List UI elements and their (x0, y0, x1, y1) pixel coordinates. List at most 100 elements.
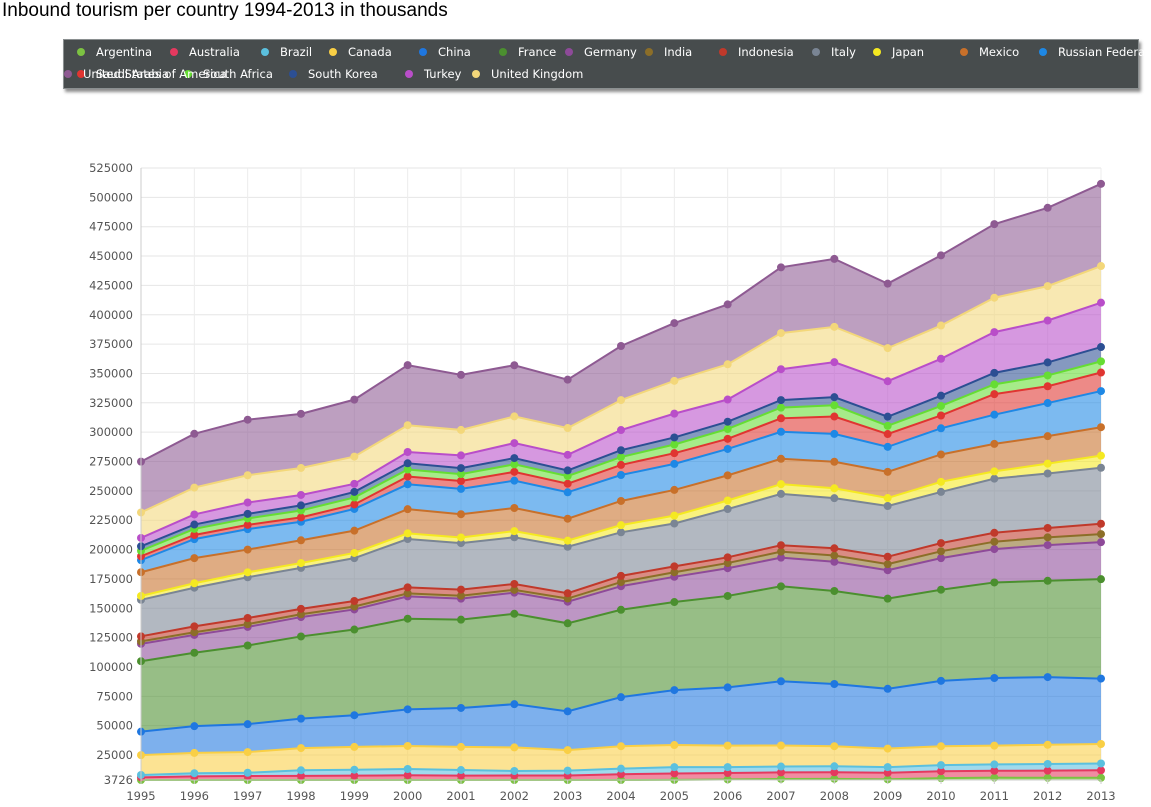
point-france (830, 587, 839, 596)
point-italy (990, 474, 999, 483)
point-brazil (617, 764, 625, 773)
point-brazil (777, 762, 785, 771)
legend-item-france[interactable]: France (499, 43, 556, 61)
point-china (403, 705, 412, 714)
point-china (350, 711, 359, 720)
legend-item-south-africa[interactable]: South Africa (184, 65, 273, 83)
point-turkey (830, 358, 839, 367)
legend-item-united-states-of-america[interactable]: United States of America (64, 65, 227, 83)
point-brazil (830, 762, 839, 771)
point-germany (937, 554, 945, 563)
point-turkey (990, 328, 999, 337)
point-germany (883, 566, 892, 575)
point-italy (1043, 469, 1052, 478)
legend-item-china[interactable]: China (419, 43, 471, 61)
legend-swatch (289, 70, 297, 78)
legend-label: United States of America (83, 67, 227, 81)
legend-item-brazil[interactable]: Brazil (261, 43, 312, 61)
point-italy (617, 528, 625, 537)
y-tick-label: 300000 (89, 425, 133, 439)
point-france (243, 641, 252, 650)
point-canada (1097, 739, 1105, 748)
legend-item-turkey[interactable]: Turkey (405, 65, 461, 83)
point-france (297, 632, 305, 641)
point-south-africa (883, 421, 892, 430)
legend-label: Italy (831, 45, 856, 59)
point-russian-federation (1043, 399, 1052, 408)
point-turkey (723, 395, 732, 404)
point-china (990, 674, 999, 683)
legend-item-united-kingdom[interactable]: United Kingdom (472, 65, 583, 83)
legend-item-india[interactable]: India (645, 43, 692, 61)
point-united-kingdom (723, 360, 732, 369)
point-india (457, 591, 465, 600)
x-tick-label: 2007 (766, 789, 795, 803)
point-saudi-arabia (990, 390, 999, 399)
point-turkey (670, 409, 679, 418)
point-argentina (883, 775, 892, 784)
point-turkey (1097, 298, 1105, 307)
point-canada (510, 743, 519, 752)
point-china (563, 707, 572, 716)
point-italy (883, 502, 892, 511)
legend-item-saudi-arabia[interactable]: Saudi Arabia (77, 65, 169, 83)
legend-item-russian-federation[interactable]: Russian Federation (1039, 43, 1151, 61)
point-india (670, 568, 679, 577)
point-japan (723, 496, 732, 505)
point-south-korea (297, 501, 305, 510)
point-united-kingdom (457, 425, 465, 434)
point-france (670, 598, 679, 607)
point-france (723, 591, 732, 600)
point-indonesia (563, 589, 572, 598)
chart-title: Inbound tourism per country 1994-2013 in… (2, 0, 448, 21)
legend-item-italy[interactable]: Italy (812, 43, 856, 61)
point-australia (1097, 766, 1105, 775)
point-france (883, 594, 892, 603)
point-india (510, 585, 519, 594)
legend-swatch (405, 70, 413, 78)
point-australia (1043, 766, 1052, 775)
point-canada (777, 741, 785, 750)
legend-item-indonesia[interactable]: Indonesia (719, 43, 794, 61)
x-tick-label: 1998 (286, 789, 315, 803)
point-russian-federation (777, 427, 785, 436)
legend-swatch (64, 70, 72, 78)
legend-item-australia[interactable]: Australia (170, 43, 240, 61)
legend-swatch (170, 48, 178, 56)
point-china (297, 714, 305, 723)
y-tick-label: 475000 (89, 220, 133, 234)
point-china (457, 703, 465, 712)
legend-swatch (1039, 48, 1047, 56)
point-india (723, 559, 732, 568)
legend-item-south-korea[interactable]: South Korea (289, 65, 378, 83)
point-india (937, 547, 945, 556)
x-tick-label: 2001 (446, 789, 475, 803)
point-south-korea (883, 412, 892, 421)
point-south-korea (190, 520, 199, 529)
point-indonesia (190, 622, 199, 631)
point-mexico (937, 450, 945, 459)
legend-item-mexico[interactable]: Mexico (960, 43, 1019, 61)
point-turkey (190, 510, 199, 519)
point-france (1043, 576, 1052, 585)
point-germany (777, 553, 785, 562)
legend-item-germany[interactable]: Germany (565, 43, 637, 61)
point-turkey (297, 490, 305, 499)
legend-item-canada[interactable]: Canada (329, 43, 392, 61)
x-tick-label: 2010 (926, 789, 955, 803)
point-united-kingdom (190, 483, 199, 492)
legend-item-argentina[interactable]: Argentina (77, 43, 152, 61)
point-south-korea (777, 396, 785, 405)
point-canada (563, 746, 572, 755)
point-turkey (403, 448, 412, 457)
point-brazil (243, 768, 252, 777)
point-italy (510, 533, 519, 542)
point-russian-federation (670, 459, 679, 468)
point-united-kingdom (670, 376, 679, 385)
point-italy (830, 494, 839, 503)
legend-item-japan[interactable]: Japan (873, 43, 924, 61)
point-mexico (350, 526, 359, 535)
point-south-africa (403, 465, 412, 474)
point-saudi-arabia (723, 434, 732, 443)
point-united-states-of-america (403, 361, 412, 370)
